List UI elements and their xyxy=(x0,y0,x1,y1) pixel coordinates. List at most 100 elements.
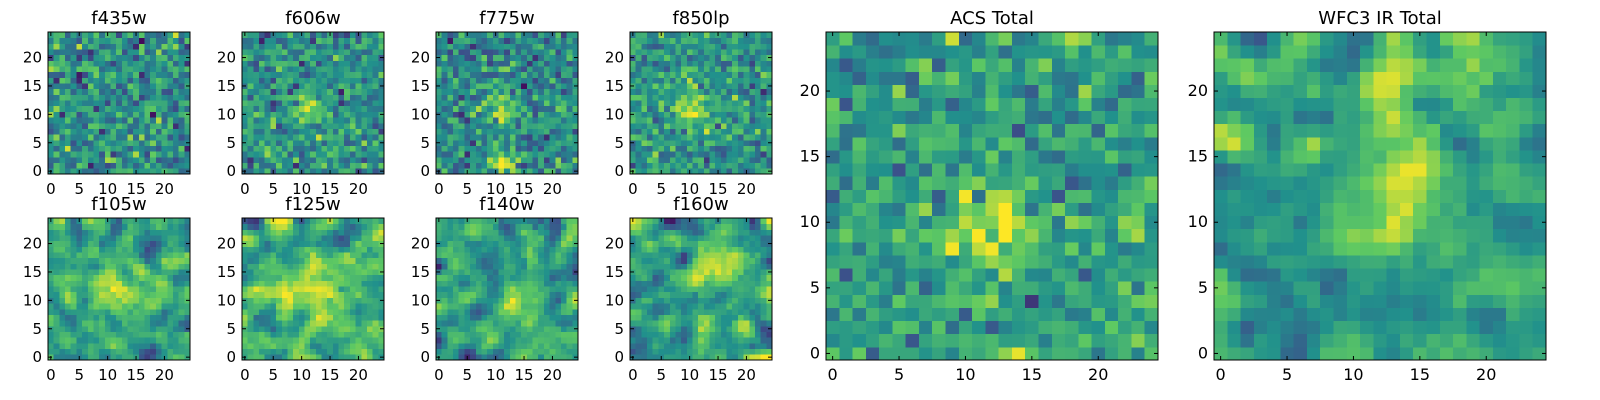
heatmap-cell xyxy=(321,122,328,129)
heatmap-cell xyxy=(681,348,688,355)
heatmap-cell xyxy=(754,145,762,152)
heatmap-cell xyxy=(549,71,556,78)
heatmap-cell xyxy=(538,156,545,164)
heatmap-cell xyxy=(242,77,249,84)
heatmap-cell xyxy=(681,77,688,84)
heatmap-cell xyxy=(127,134,134,141)
heatmap-cell xyxy=(93,139,100,146)
heatmap-cell xyxy=(378,337,385,344)
heatmap-cell xyxy=(441,297,448,304)
heatmap-cell xyxy=(110,54,117,61)
heatmap-cell xyxy=(543,331,550,338)
heatmap-cell xyxy=(121,325,128,332)
heatmap-cell xyxy=(726,94,733,101)
heatmap-cell xyxy=(104,331,111,338)
heatmap-cell xyxy=(287,348,294,355)
heatmap-cell xyxy=(555,117,562,124)
heatmap-cell xyxy=(549,77,556,84)
heatmap-cell xyxy=(749,77,756,84)
heatmap-cell xyxy=(161,111,168,118)
heatmap-cell xyxy=(509,348,516,355)
heatmap-cell xyxy=(315,156,322,164)
heatmap-cell xyxy=(155,263,162,270)
heatmap-cell xyxy=(155,274,162,281)
heatmap-cell xyxy=(664,297,671,304)
heatmap-cell xyxy=(669,100,676,107)
heatmap-cell xyxy=(304,252,311,259)
heatmap-cell xyxy=(65,60,72,67)
heatmap-cell xyxy=(492,77,499,84)
heatmap-cell xyxy=(321,134,328,141)
heatmap-cell xyxy=(378,235,385,242)
heatmap-cell xyxy=(184,43,191,50)
heatmap-cell xyxy=(349,94,356,101)
heatmap-cell xyxy=(715,156,722,164)
heatmap-cell xyxy=(481,100,488,107)
heatmap-cell xyxy=(481,156,488,164)
heatmap-cell xyxy=(641,168,648,175)
heatmap-cell xyxy=(321,168,328,175)
heatmap-cell xyxy=(754,320,762,327)
heatmap-cell xyxy=(93,223,100,230)
heatmap-cell xyxy=(287,229,294,236)
heatmap-cell xyxy=(487,223,494,230)
heatmap-cell xyxy=(338,139,345,146)
heatmap-cell xyxy=(70,37,77,44)
heatmap-cell xyxy=(453,43,460,50)
heatmap-cell xyxy=(48,105,55,112)
heatmap-cell xyxy=(504,337,511,344)
heatmap-cell xyxy=(361,100,368,107)
heatmap-cell xyxy=(87,162,94,169)
heatmap-cell xyxy=(447,291,454,298)
heatmap-cell xyxy=(652,43,659,50)
heatmap-cell xyxy=(447,235,454,242)
heatmap-cell xyxy=(276,240,283,247)
heatmap-cell xyxy=(70,49,77,56)
heatmap-cell xyxy=(355,43,362,50)
heatmap-cell xyxy=(515,240,522,247)
heatmap-cell xyxy=(458,77,465,84)
heatmap-cell xyxy=(281,354,288,361)
heatmap-cell xyxy=(378,105,385,112)
heatmap-cell xyxy=(361,223,368,230)
heatmap-cell xyxy=(253,37,260,44)
heatmap-cell xyxy=(703,32,710,39)
heatmap-cell xyxy=(664,77,671,84)
heatmap-cell xyxy=(715,37,722,44)
heatmap-cell xyxy=(658,280,665,287)
heatmap-cell xyxy=(372,117,379,124)
heatmap-cell xyxy=(475,32,482,39)
heatmap-cell xyxy=(99,354,106,361)
heatmap-cell xyxy=(726,134,733,141)
heatmap-cell xyxy=(436,274,443,281)
heatmap-cell xyxy=(116,100,123,107)
x-tick-label: 15 xyxy=(126,366,145,384)
heatmap-cell xyxy=(293,117,300,124)
heatmap-cell xyxy=(703,337,710,344)
heatmap-cell xyxy=(167,252,174,259)
heatmap-cell xyxy=(121,54,128,61)
heatmap-cell xyxy=(133,291,140,298)
heatmap-cell xyxy=(498,229,505,236)
heatmap-cell xyxy=(76,223,83,230)
heatmap-cell xyxy=(76,162,83,169)
heatmap-cell xyxy=(144,223,151,230)
heatmap-cell xyxy=(555,60,562,67)
heatmap-cell xyxy=(555,274,562,281)
heatmap-cell xyxy=(355,94,362,101)
heatmap-cell xyxy=(743,117,750,124)
heatmap-cell xyxy=(48,151,55,158)
heatmap-cell xyxy=(504,235,511,242)
heatmap-cell xyxy=(453,88,460,95)
heatmap-cell xyxy=(743,280,750,287)
heatmap-cell xyxy=(698,348,705,355)
heatmap-cell xyxy=(543,325,550,332)
heatmap-cell xyxy=(526,303,533,310)
heatmap-cell xyxy=(543,252,550,259)
heatmap-cell xyxy=(669,286,676,293)
heatmap-cell xyxy=(709,308,716,315)
heatmap-cell xyxy=(48,274,55,281)
heatmap-cell xyxy=(458,145,465,152)
heatmap-cell xyxy=(458,100,465,107)
heatmap-cell xyxy=(447,122,454,129)
